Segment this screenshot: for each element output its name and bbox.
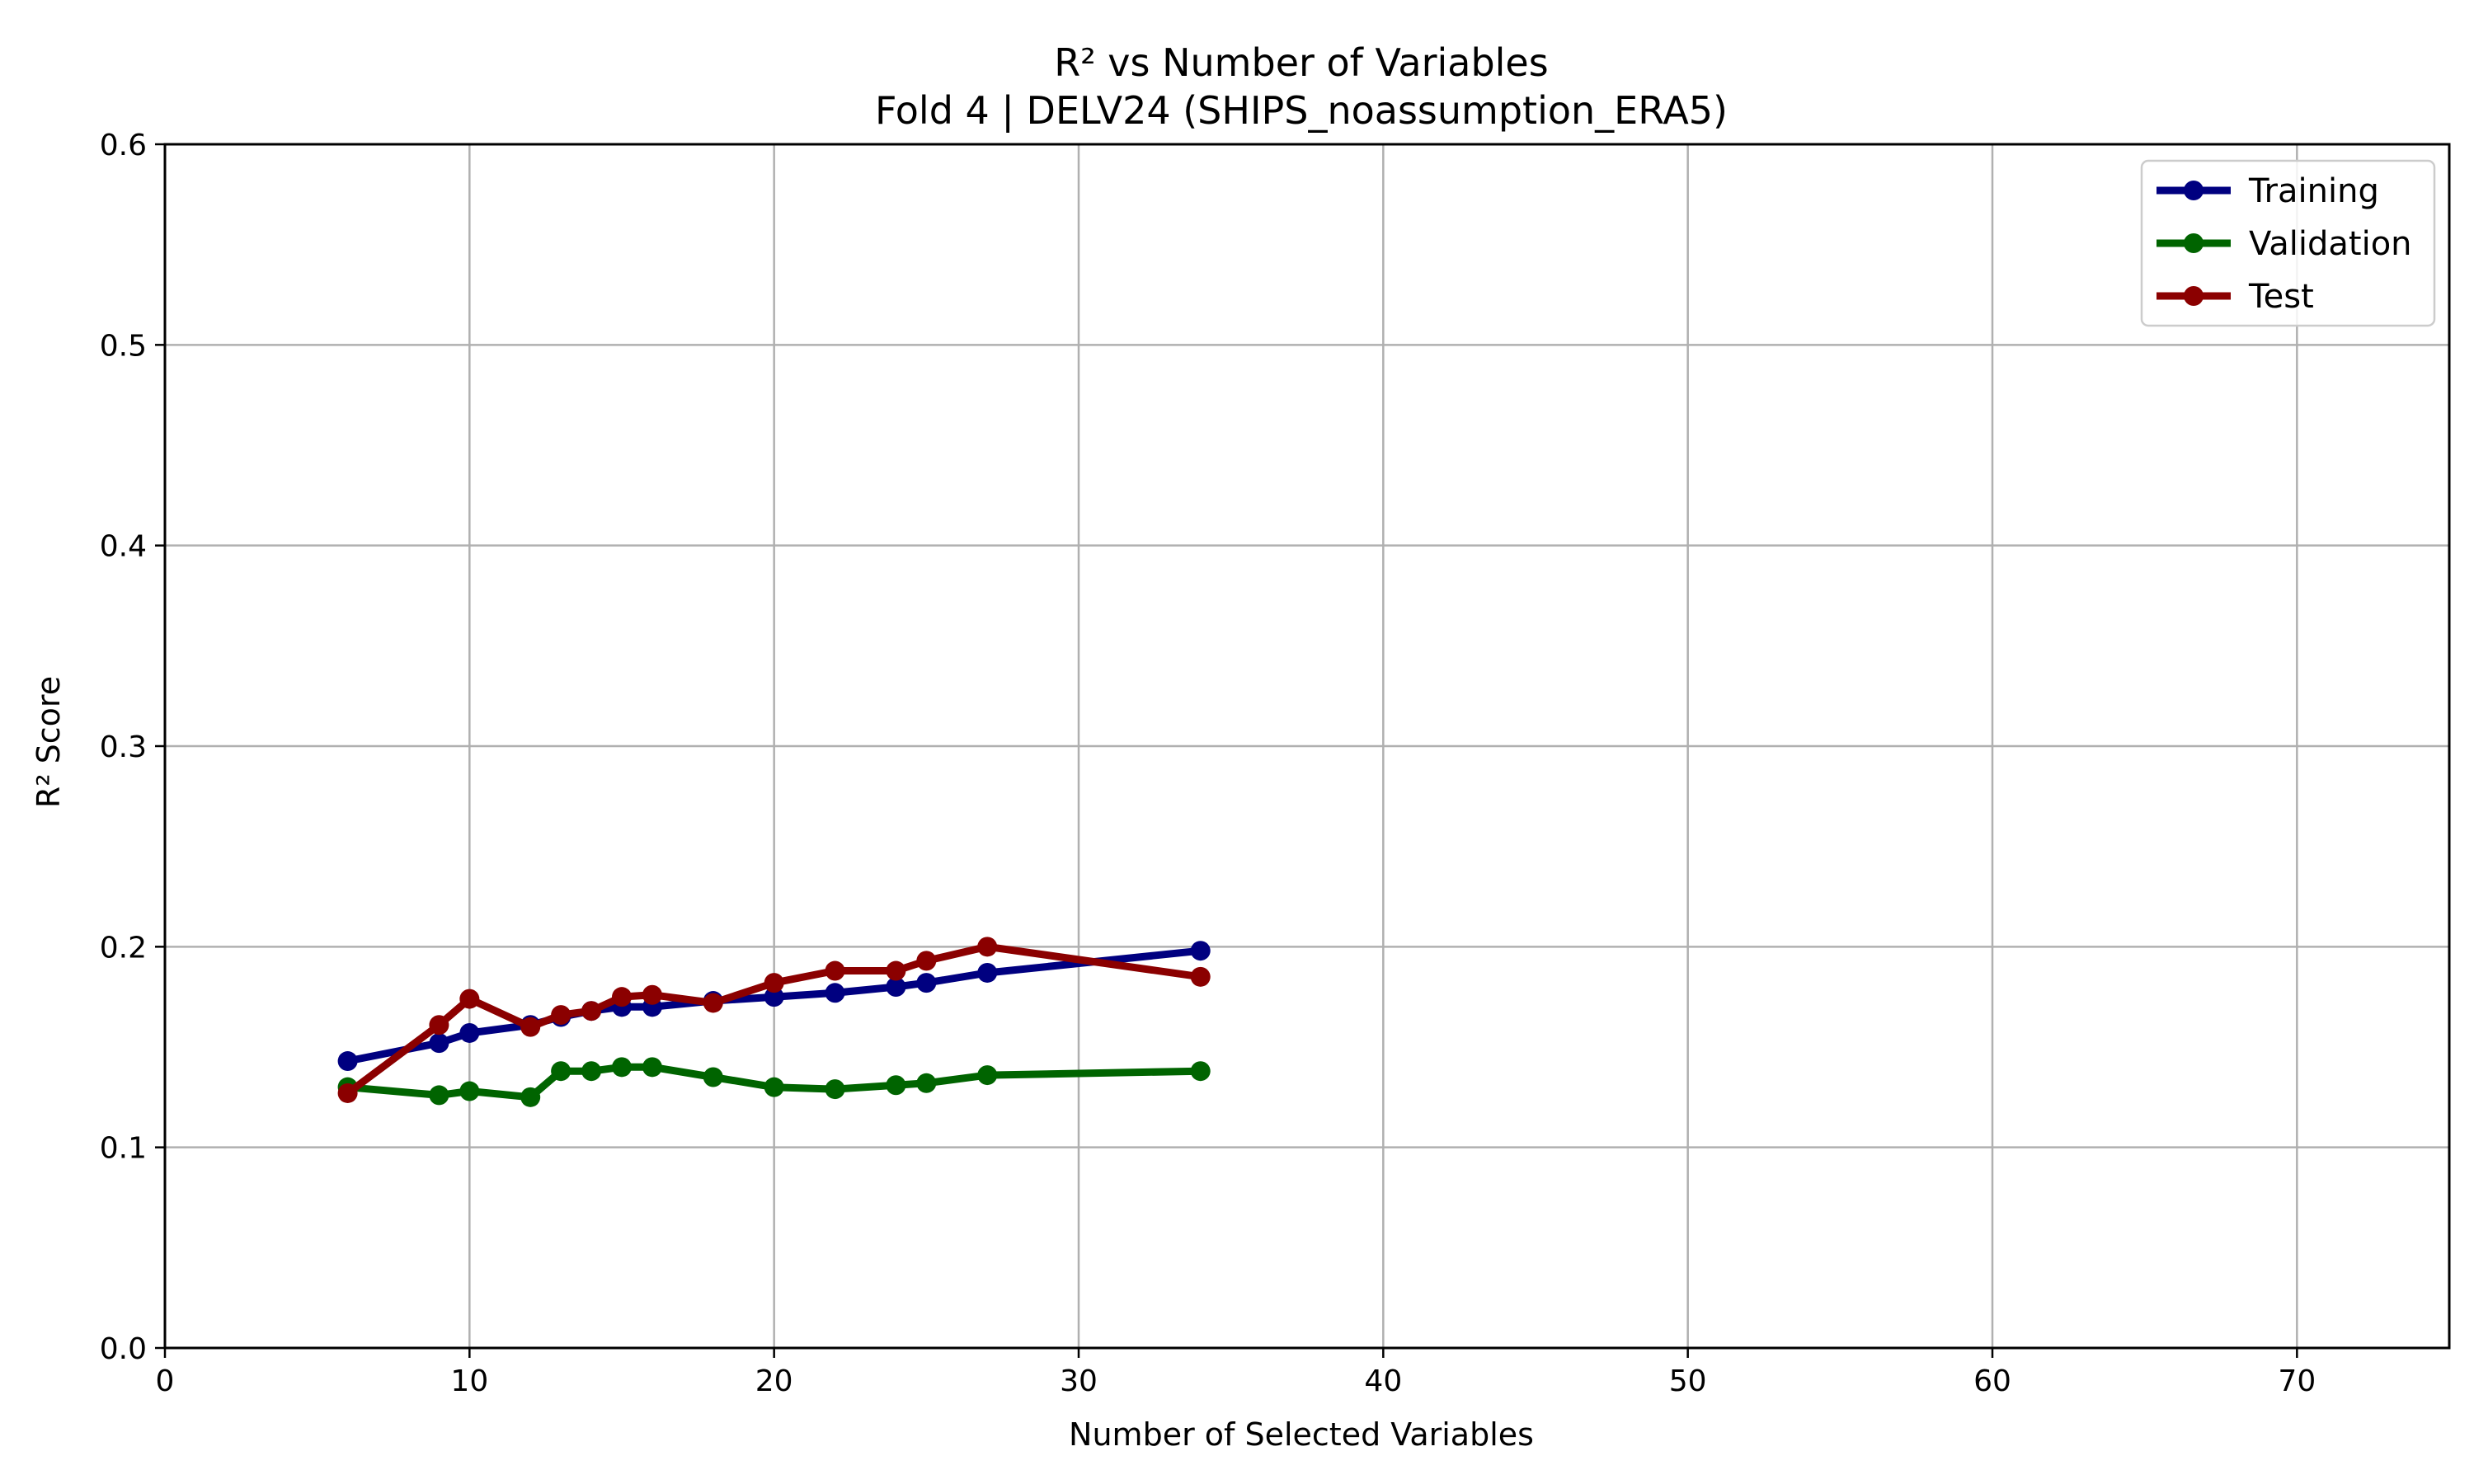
data-point-training <box>825 983 845 1003</box>
data-point-training <box>916 973 937 993</box>
data-point-validation <box>612 1057 632 1078</box>
data-point-test <box>612 987 632 1007</box>
x-tick-label: 30 <box>1060 1364 1098 1398</box>
data-point-training <box>1190 941 1211 961</box>
y-tick-label: 0.4 <box>100 530 147 564</box>
data-point-training <box>429 1033 449 1054</box>
legend-swatch-marker <box>2184 181 2204 200</box>
data-point-test <box>551 1005 571 1026</box>
data-point-training <box>459 1022 480 1043</box>
data-point-validation <box>916 1073 937 1093</box>
data-point-test <box>459 989 480 1009</box>
series-test <box>337 937 1211 1103</box>
legend-label: Training <box>2248 172 2379 210</box>
data-point-test <box>642 984 662 1005</box>
data-point-validation <box>1190 1061 1211 1082</box>
x-tick-label: 10 <box>450 1364 488 1398</box>
data-point-test <box>825 960 845 981</box>
data-point-test <box>337 1082 358 1103</box>
data-point-test <box>520 1017 541 1037</box>
series-validation <box>337 1057 1211 1107</box>
x-tick-label: 20 <box>755 1364 793 1398</box>
data-point-validation <box>642 1057 662 1078</box>
legend-label: Validation <box>2249 225 2412 263</box>
data-point-validation <box>703 1067 723 1087</box>
legend-label: Test <box>2248 278 2314 316</box>
chart-subtitle: Fold 4 | DELV24 (SHIPS_noassumption_ERA5… <box>875 88 1728 134</box>
y-axis-label: R² Score <box>31 676 67 808</box>
legend-swatch-marker <box>2184 233 2204 253</box>
legend-item-test: Test <box>2157 278 2314 316</box>
data-point-validation <box>764 1077 784 1097</box>
series-layer <box>337 937 1211 1107</box>
data-point-test <box>581 1001 602 1021</box>
data-point-validation <box>459 1081 480 1101</box>
y-tick-label: 0.3 <box>100 730 147 764</box>
data-point-validation <box>429 1085 449 1106</box>
data-point-test <box>886 960 906 981</box>
data-point-validation <box>886 1075 906 1096</box>
data-point-validation <box>977 1065 998 1086</box>
data-point-test <box>916 951 937 971</box>
y-tick-label: 0.0 <box>100 1332 147 1366</box>
data-point-validation <box>581 1061 602 1082</box>
legend-item-training: Training <box>2157 172 2379 210</box>
data-point-validation <box>551 1061 571 1082</box>
y-tick-label: 0.2 <box>100 931 147 965</box>
grid <box>163 143 2449 1350</box>
data-point-training <box>977 962 998 983</box>
y-tick-label: 0.5 <box>100 329 147 363</box>
data-point-training <box>337 1051 358 1072</box>
legend-item-validation: Validation <box>2157 225 2412 263</box>
y-tick-label: 0.1 <box>100 1132 147 1166</box>
x-tick-label: 50 <box>1669 1364 1707 1398</box>
y-tick-label: 0.6 <box>100 129 147 162</box>
legend: Training Validation Test <box>2140 159 2436 327</box>
x-tick-label: 0 <box>156 1364 175 1398</box>
data-point-validation <box>825 1079 845 1100</box>
x-axis-label: Number of Selected Variables <box>1069 1416 1534 1453</box>
legend-swatch-marker <box>2184 286 2204 306</box>
legend-box <box>2140 159 2436 327</box>
x-tick-label: 70 <box>2278 1364 2316 1398</box>
data-point-test <box>764 973 784 993</box>
data-point-validation <box>520 1087 541 1107</box>
x-tick-label: 40 <box>1364 1364 1402 1398</box>
data-point-test <box>1190 966 1211 987</box>
data-point-test <box>429 1015 449 1036</box>
data-point-training <box>764 987 784 1007</box>
data-point-training <box>886 977 906 997</box>
data-point-test <box>703 993 723 1013</box>
chart-title: R² vs Number of Variables <box>1054 40 1548 85</box>
data-point-test <box>977 937 998 957</box>
x-tick-label: 60 <box>1973 1364 2011 1398</box>
axis-ticks: 0 10 20 30 40 50 60 70 0.0 0.1 0.2 0.3 0.4 0.5 0.6 <box>100 129 2316 1398</box>
